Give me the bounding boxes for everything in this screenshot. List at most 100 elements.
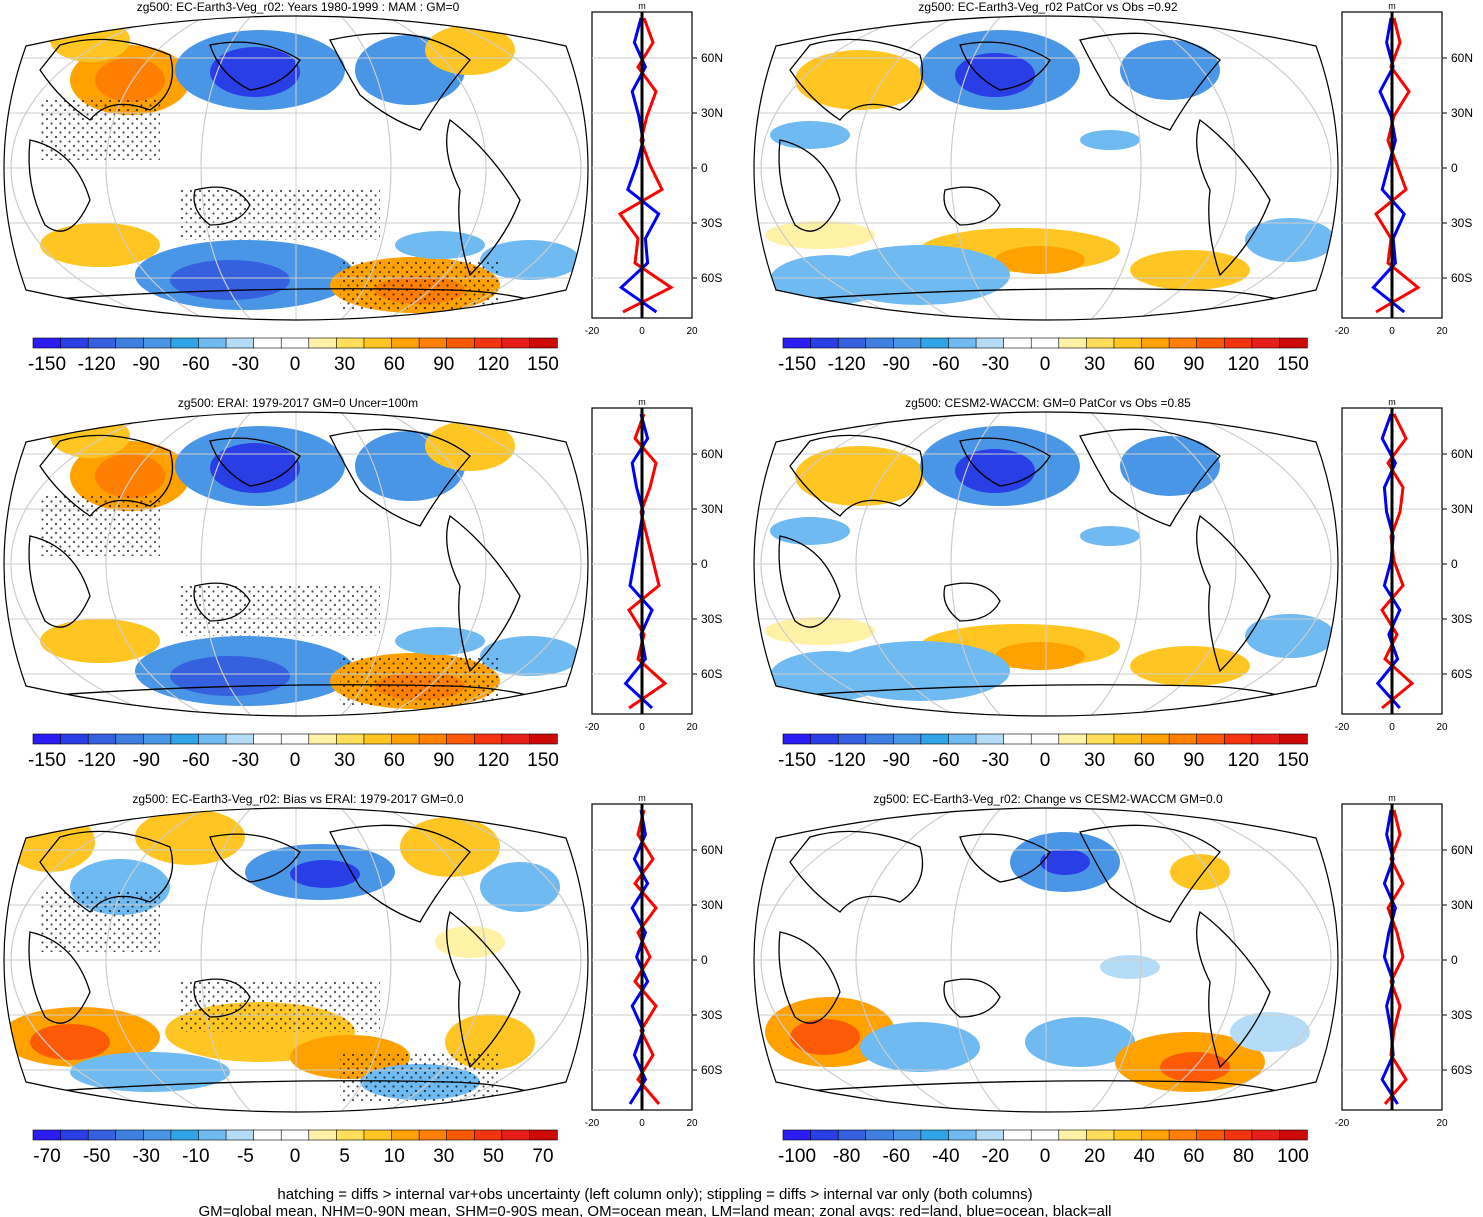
colorbar-label: -120 [78, 354, 116, 375]
graticule-lon [950, 16, 1142, 320]
colorbar-swatch [170, 337, 200, 349]
anomaly-contour [1230, 1012, 1310, 1052]
colorbar-swatch [87, 337, 117, 349]
colorbar: -150 -120 -90 -60 -30 0 30 60 90 120 150 [28, 733, 559, 771]
graticule-lon [10, 16, 582, 320]
world-map [3, 807, 589, 1113]
colorbar-swatch [865, 1129, 895, 1141]
colorbar-label: -60 [882, 1146, 909, 1167]
colorbar-label: 60 [1183, 1146, 1204, 1167]
profile-lat-label: 60N [701, 447, 723, 461]
anomaly-contour [40, 223, 160, 267]
colorbar-label: -150 [778, 750, 816, 771]
land-mean-line [1380, 413, 1415, 710]
anomaly-contour [435, 926, 505, 958]
profile-lat-label: 60S [701, 1063, 722, 1077]
stipple-region [180, 586, 380, 636]
colorbar-swatch [280, 733, 310, 745]
coastline [778, 139, 841, 232]
colorbar-swatch [60, 733, 89, 745]
panel-title: zg500: EC-Earth3-Veg_r02: Bias vs ERAI: … [132, 792, 464, 806]
colorbar-swatch [1168, 733, 1198, 745]
colorbar-swatch [225, 1129, 255, 1141]
colorbar-label: 0 [290, 354, 301, 375]
map-frame [3, 15, 589, 321]
colorbar-label: 60 [1134, 354, 1155, 375]
panel-p4: zg500: CESM2-WACCM: GM=0 PatCor vs Obs =… [753, 396, 1473, 771]
colorbar-label: -30 [132, 1146, 159, 1167]
colorbar-label: 0 [1040, 750, 1051, 771]
profile-unit: m [1388, 1, 1396, 11]
colorbar-label: 5 [339, 1146, 350, 1167]
zonal-profile: m 60N 30N 0 30S 60S -20 0 20 [585, 397, 723, 733]
anomaly-contour [395, 627, 485, 655]
anomaly-contour [1120, 436, 1220, 496]
anomaly-contour [70, 1052, 230, 1092]
colorbar-label: 120 [1228, 354, 1260, 375]
graticule-lon [200, 808, 392, 1112]
colorbar-label: 50 [483, 1146, 504, 1167]
colorbar-swatch [308, 1129, 338, 1141]
colorbar-swatch [336, 337, 365, 349]
profile-lat-label: 30N [1451, 502, 1473, 516]
coastline [789, 434, 924, 517]
coastline [193, 582, 251, 622]
anomaly-contour [795, 50, 925, 110]
colorbar-label: -60 [932, 354, 959, 375]
colorbar-label: 0 [290, 750, 301, 771]
profile-lat-label: 60N [701, 843, 723, 857]
colorbar-swatch [948, 337, 977, 349]
panel-title: zg500: EC-Earth3-Veg_r02: Change vs CESM… [873, 792, 1223, 806]
colorbar-swatch [198, 1129, 227, 1141]
profile-x-label: 20 [686, 326, 698, 337]
colorbar-swatch [143, 733, 172, 745]
colorbar-label: -150 [778, 354, 816, 375]
graticule-lon [855, 412, 1237, 716]
colorbar-swatch [115, 337, 145, 349]
colorbar-label: 150 [527, 354, 559, 375]
profile-lat-label: 60S [1451, 1063, 1472, 1077]
colorbar-label: -90 [132, 750, 159, 771]
colorbar-swatch [529, 733, 558, 745]
colorbar-swatch [1003, 1129, 1032, 1141]
profile-x-label: 0 [639, 722, 645, 733]
graticule-lon [855, 808, 1237, 1112]
colorbar-swatch [115, 1129, 145, 1141]
map-frame [753, 807, 1339, 1113]
colorbar-swatch [1141, 337, 1170, 349]
profile-lat-label: 60N [1451, 447, 1473, 461]
coastline [39, 38, 174, 121]
colorbar: -150 -120 -90 -60 -30 0 30 60 90 120 150 [778, 337, 1309, 375]
colorbar-swatch [473, 1129, 503, 1141]
anomaly-contour [480, 240, 580, 280]
coastline [959, 41, 1051, 91]
panel-p2: zg500: EC-Earth3-Veg_r02 PatCor vs Obs =… [753, 0, 1473, 375]
colorbar-label: 30 [1084, 750, 1105, 771]
colorbar-label: 150 [1277, 750, 1309, 771]
colorbar-swatch [308, 733, 338, 745]
colorbar-label: -120 [78, 750, 116, 771]
colorbar-label: 40 [1134, 1146, 1155, 1167]
colorbar-swatch [529, 337, 558, 349]
profile-lat-label: 30N [1451, 106, 1473, 120]
anomaly-contour [1080, 526, 1140, 546]
colorbar-swatch [1141, 1129, 1170, 1141]
world-map [753, 807, 1339, 1113]
colorbar-swatch [837, 337, 867, 349]
coastline [789, 1080, 1311, 1103]
coastline [1079, 824, 1221, 923]
colorbar-swatch [32, 1129, 62, 1141]
colorbar-swatch [810, 733, 839, 745]
colorbar-swatch [837, 1129, 867, 1141]
coastline [39, 684, 561, 707]
colorbar-swatch [418, 733, 448, 745]
colorbar-swatch [920, 337, 950, 349]
anomaly-contour [395, 231, 485, 259]
colorbar-swatch [975, 1129, 1005, 1141]
coastline [1196, 118, 1271, 277]
colorbar-swatch [418, 1129, 448, 1141]
profile-unit: m [1388, 793, 1396, 803]
anomaly-contour [210, 47, 300, 97]
panel-title: zg500: EC-Earth3-Veg_r02: Years 1980-199… [137, 0, 460, 14]
panel-title: zg500: CESM2-WACCM: GM=0 PatCor vs Obs =… [905, 396, 1191, 410]
